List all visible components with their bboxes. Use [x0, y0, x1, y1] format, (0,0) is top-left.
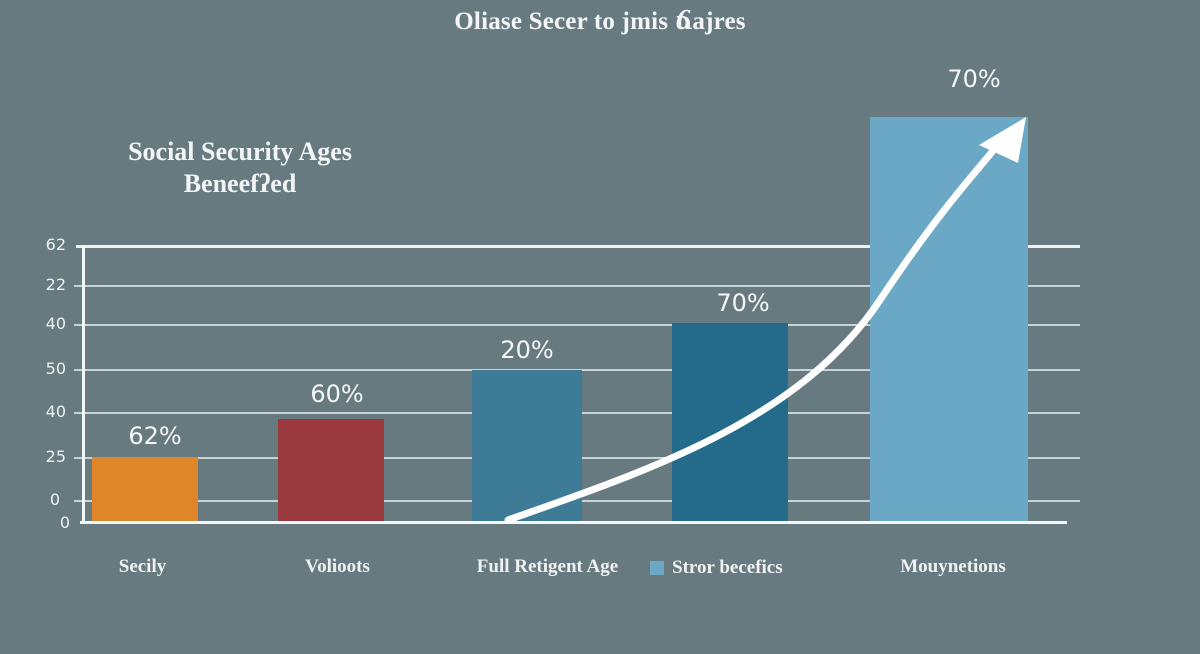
y-tick-label: 22	[45, 275, 66, 294]
bar-value-label: 70%	[716, 289, 770, 317]
bar-2	[278, 419, 384, 522]
y-axis-line	[82, 246, 85, 523]
legend-label: Stror becefics	[672, 557, 783, 578]
gridline	[76, 245, 1080, 248]
y-tick-label: 40	[45, 402, 66, 421]
chart-title: Oliase Secer to jmis ճajres	[454, 8, 746, 35]
x-category-label: Volioots	[305, 556, 370, 577]
bar-1	[92, 457, 198, 522]
subtitle-line-1: Social Security Ages	[128, 137, 352, 166]
bar-value-label: 70%	[947, 65, 1001, 93]
bar-4	[672, 323, 788, 522]
y-tick-label: 50	[45, 359, 66, 378]
x-axis-baseline	[80, 521, 1067, 524]
bar-value-label: 20%	[500, 336, 554, 364]
y-tick-label: 40	[45, 314, 66, 333]
legend-swatch	[650, 561, 664, 575]
subtitle-line-2: Beneefʔed	[183, 169, 297, 198]
x-category-label: Full Retigent Age	[476, 556, 619, 577]
gridline	[74, 324, 1080, 326]
bar-value-label: 62%	[128, 422, 182, 450]
gridline	[74, 285, 1080, 287]
y-tick-label: 62	[45, 235, 66, 254]
chart-subtitle: Social Security Ages Beneefʔed	[90, 136, 390, 200]
x-category-label: Secily	[118, 556, 167, 577]
y-tick-label: 0	[59, 513, 70, 532]
y-tick-label: 25	[45, 447, 66, 466]
legend: Stror becefics	[650, 557, 783, 578]
bar-5	[870, 117, 1028, 522]
bar-value-label: 60%	[310, 380, 364, 408]
x-category-label: Mouynetions	[900, 556, 1006, 577]
y-tick-label: 0	[49, 490, 60, 509]
